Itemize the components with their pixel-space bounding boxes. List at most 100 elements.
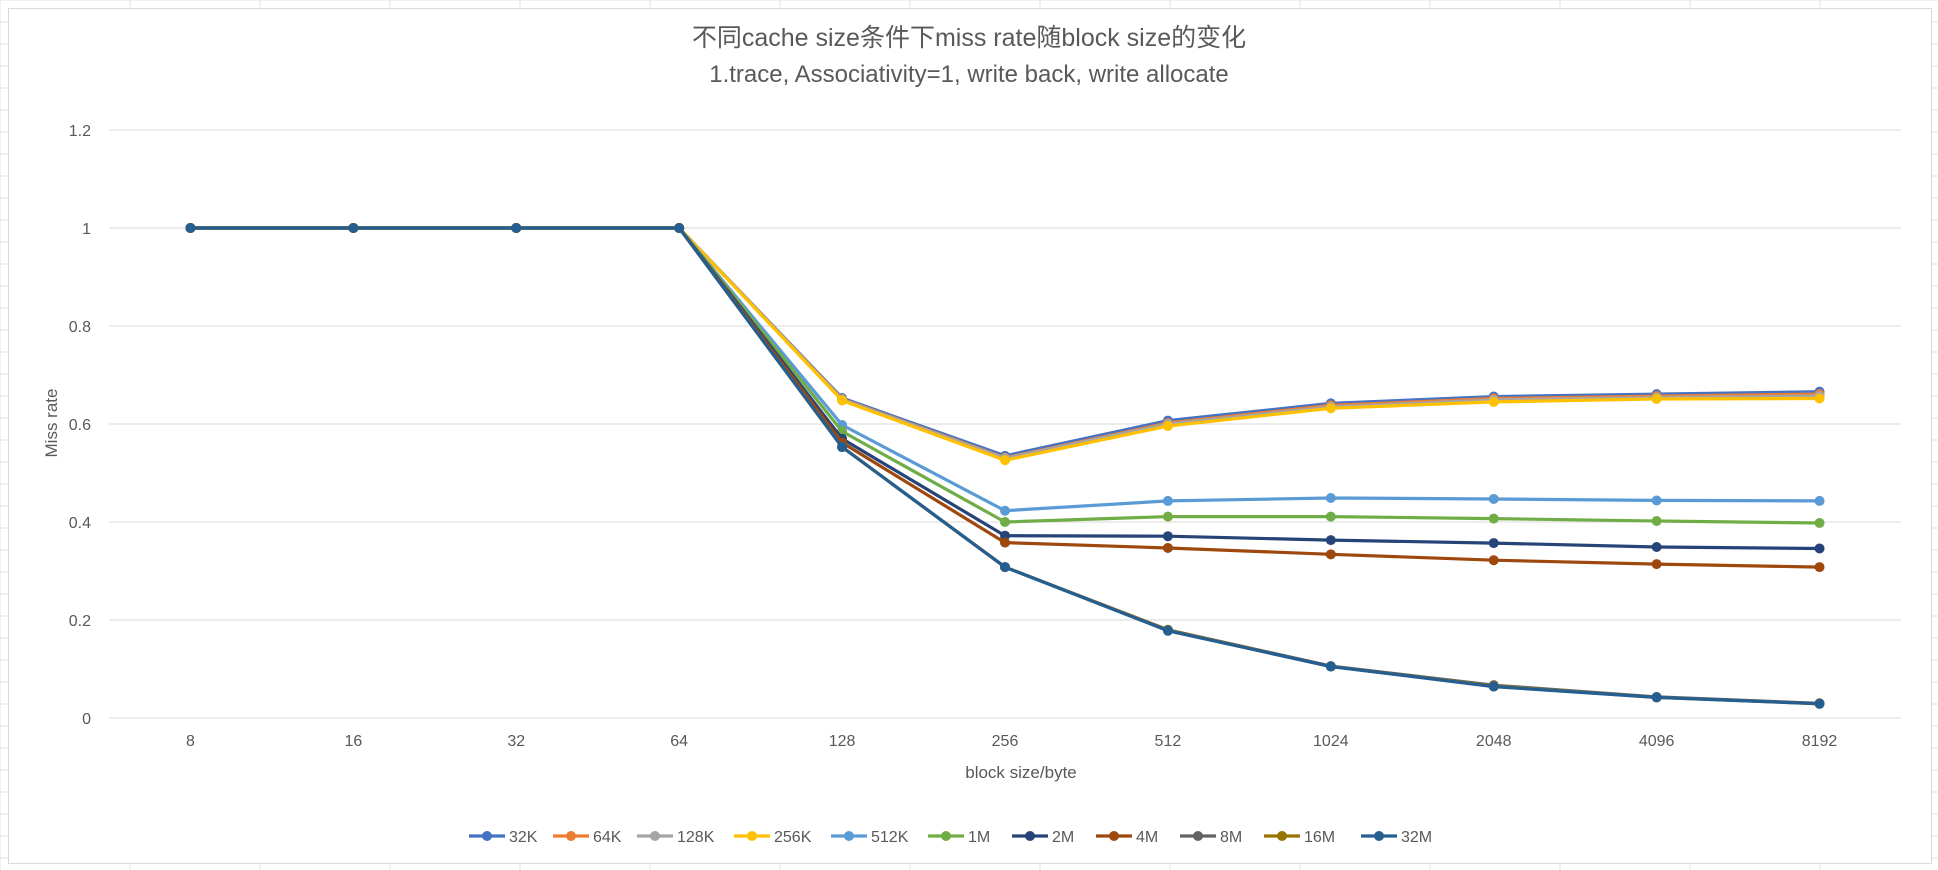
data-point	[1000, 505, 1010, 516]
x-tick-label: 4096	[1639, 733, 1675, 750]
chart-area[interactable]: 不同cache size条件下miss rate随block size的变化 1…	[8, 8, 1932, 864]
legend-item-8m[interactable]: 8M	[1180, 829, 1242, 846]
data-point	[674, 223, 685, 233]
legend-label: 8M	[1220, 829, 1242, 846]
gridlines	[109, 129, 1901, 719]
data-point	[1325, 511, 1336, 522]
x-tick-label: 16	[344, 733, 362, 750]
data-point	[1814, 543, 1825, 554]
legend-label: 32M	[1401, 829, 1432, 846]
data-point	[1814, 393, 1825, 404]
data-point	[1651, 692, 1662, 703]
data-point	[1162, 511, 1173, 522]
data-point	[1651, 516, 1662, 527]
legend-marker	[844, 831, 854, 841]
y-tick-label: 1.2	[69, 123, 91, 140]
series-line-32m	[188, 226, 1822, 706]
series-line-32k	[188, 226, 1822, 458]
data-point	[1488, 538, 1499, 549]
data-point	[1651, 394, 1662, 405]
chart-title: 不同cache size条件下miss rate随block size的变化	[692, 24, 1246, 52]
legend-item-64k[interactable]: 64K	[553, 829, 622, 846]
x-tick-label: 64	[670, 733, 688, 750]
x-tick-label: 256	[992, 733, 1019, 750]
x-tick-label: 8	[186, 733, 195, 750]
data-point	[1325, 403, 1336, 414]
data-point	[1488, 681, 1499, 692]
data-point	[1000, 517, 1010, 527]
legend-item-4m[interactable]: 4M	[1096, 829, 1158, 846]
data-point	[1000, 562, 1010, 573]
data-point	[1651, 495, 1662, 506]
series-line-64k	[188, 226, 1822, 460]
data-point	[1000, 537, 1010, 548]
legend-item-16m[interactable]: 16M	[1264, 829, 1335, 846]
data-point	[1651, 559, 1662, 570]
data-point	[1000, 455, 1010, 466]
legend-marker	[941, 831, 951, 841]
legend-marker	[1109, 831, 1119, 841]
series-8m	[185, 223, 1825, 709]
legend-label: 1M	[968, 829, 990, 846]
y-tick-label: 0.2	[69, 613, 91, 630]
legend-marker	[1277, 831, 1287, 841]
series-line-256k	[188, 226, 1822, 462]
legend-item-256k[interactable]: 256K	[734, 829, 812, 846]
series-2m	[185, 223, 1825, 554]
data-point	[1814, 562, 1825, 573]
series-1m	[185, 223, 1825, 528]
legend-label: 32K	[509, 829, 538, 846]
series-256k	[185, 223, 1825, 466]
legend-label: 512K	[871, 829, 909, 846]
data-point	[1814, 698, 1825, 709]
data-point	[1325, 549, 1336, 560]
series-lines	[185, 223, 1825, 709]
y-tick-label: 0.4	[69, 515, 91, 532]
series-32k	[185, 223, 1825, 461]
data-point	[1814, 495, 1825, 506]
data-point	[185, 223, 196, 233]
legend-item-32k[interactable]: 32K	[469, 829, 538, 846]
data-point	[1325, 661, 1336, 672]
series-16m	[185, 223, 1825, 709]
data-point	[837, 395, 848, 406]
series-512k	[185, 223, 1825, 516]
legend-item-512k[interactable]: 512K	[831, 829, 909, 846]
data-point	[1488, 513, 1499, 524]
x-tick-label: 8192	[1802, 733, 1838, 750]
series-32m	[185, 223, 1825, 709]
legend-marker	[650, 831, 660, 841]
data-point	[1488, 493, 1499, 504]
y-tick-label: 0	[82, 711, 91, 728]
data-point	[1325, 492, 1336, 503]
legend-item-1m[interactable]: 1M	[928, 829, 990, 846]
legend-label: 16M	[1304, 829, 1335, 846]
y-tick-label: 0.6	[69, 417, 91, 434]
legend-marker	[482, 831, 492, 841]
data-point	[1488, 555, 1499, 566]
legend-marker	[747, 831, 757, 841]
x-tick-label: 128	[829, 733, 856, 750]
x-tick-label: 1024	[1313, 733, 1349, 750]
series-line-16m	[188, 226, 1822, 706]
legend-label: 128K	[677, 829, 715, 846]
series-line-1m	[188, 226, 1822, 525]
x-tick-label: 32	[507, 733, 525, 750]
series-64k	[185, 223, 1825, 463]
legend-label: 256K	[774, 829, 812, 846]
legend[interactable]: 32K 64K 128K 256K 512K 1M 2M 4M 8M 16M 32M	[469, 829, 1432, 846]
x-tick-label: 2048	[1476, 733, 1512, 750]
legend-item-2m[interactable]: 2M	[1012, 829, 1074, 846]
legend-marker	[1374, 831, 1384, 841]
data-point	[1162, 542, 1173, 553]
data-point	[1000, 530, 1010, 541]
data-point	[1162, 420, 1173, 431]
legend-marker	[1025, 831, 1035, 841]
legend-item-32m[interactable]: 32M	[1361, 829, 1432, 846]
data-point	[1325, 535, 1336, 546]
y-tick-label: 0.8	[69, 319, 91, 336]
legend-item-128k[interactable]: 128K	[637, 829, 715, 846]
x-axis-label: block size/byte	[965, 763, 1077, 782]
x-axis-tick-labels: 8 16 32 64 128 256 512 1024 2048 4096 8192	[186, 733, 1837, 750]
data-point	[1162, 495, 1173, 506]
